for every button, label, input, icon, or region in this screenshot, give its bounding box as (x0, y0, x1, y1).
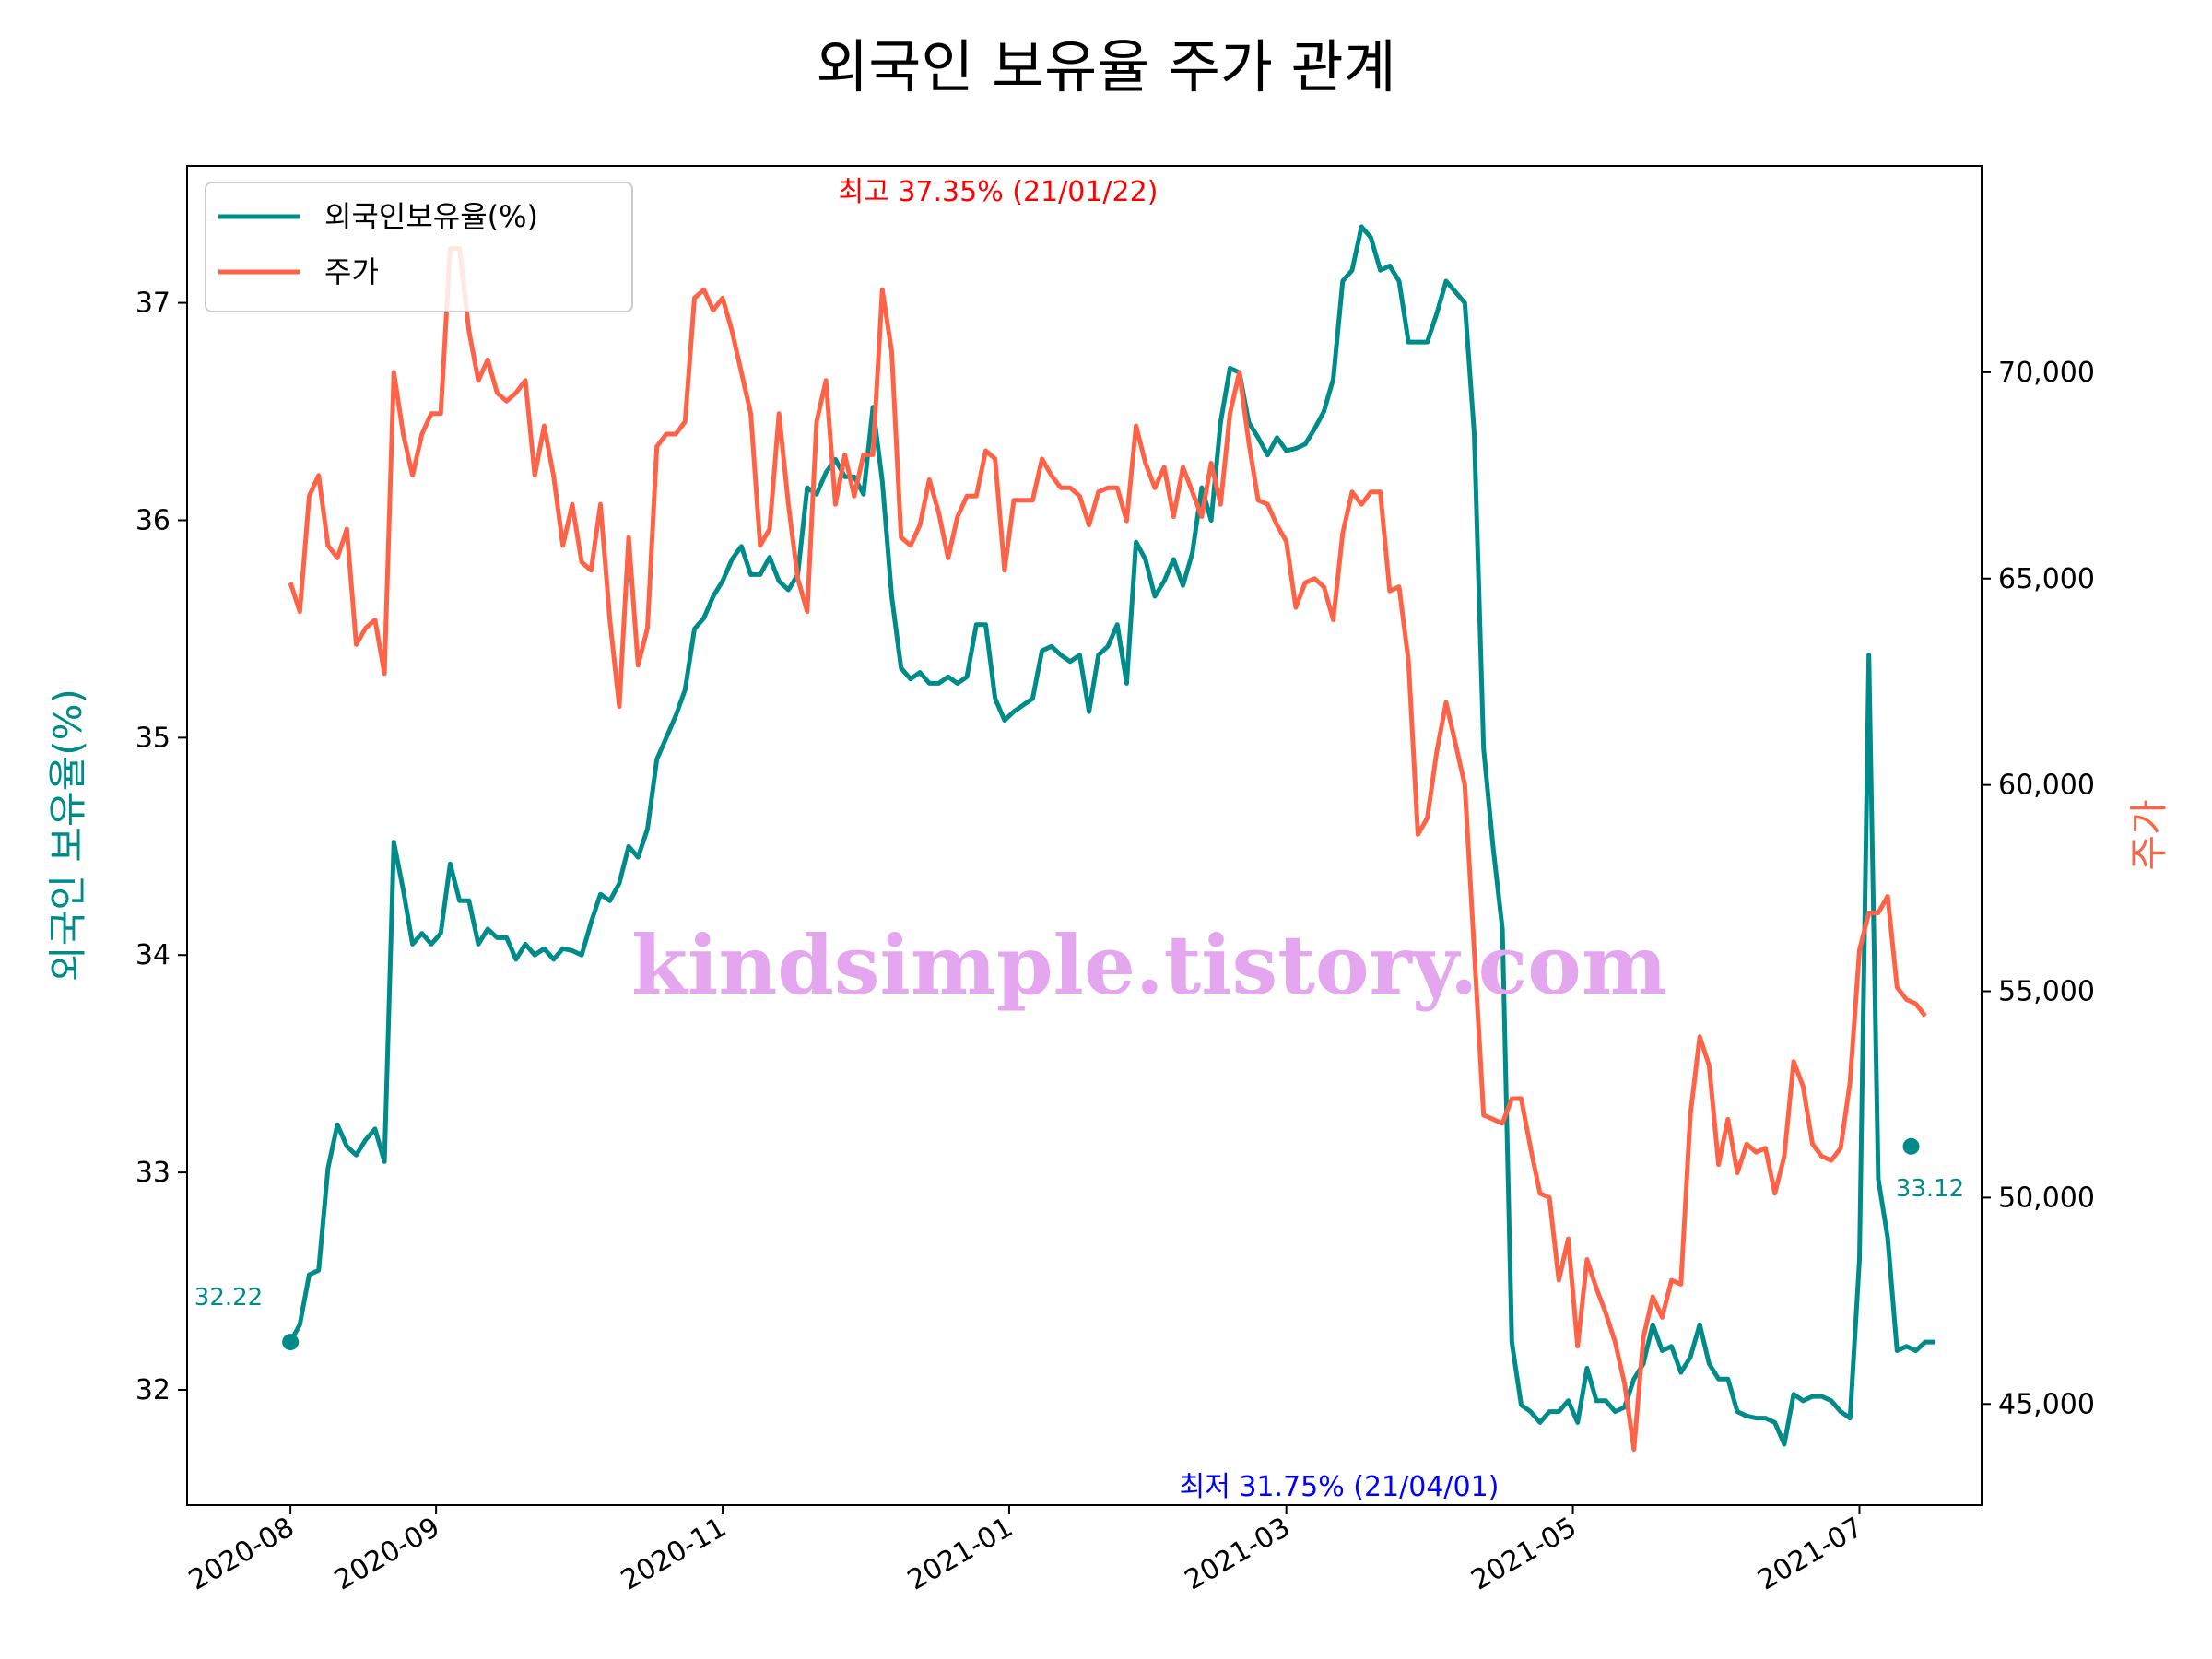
y-right-tick-label: 70,000 (1998, 357, 2095, 389)
series-line-ownership (288, 224, 1935, 1447)
y-axis-left: 32 33 34 35 36 37 (135, 288, 187, 1406)
max-annotation: 최고 37.35% (21/01/22) (839, 176, 1159, 208)
y-right-tick-label: 60,000 (1998, 770, 2095, 802)
end-point-marker (1902, 1137, 1920, 1155)
y-left-tick-label: 36 (135, 504, 171, 536)
x-tick-label: 2021-07 (1752, 1512, 1868, 1597)
legend-label-ownership: 외국인보유율(%) (324, 199, 538, 234)
end-value-label: 33.12 (1896, 1175, 1964, 1203)
y-axis-right: 45,000 50,000 55,000 60,000 65,000 70,000 (1982, 357, 2095, 1420)
x-tick-label: 2020-11 (616, 1512, 732, 1597)
y-left-tick-label: 32 (135, 1374, 171, 1406)
y-left-tick-label: 37 (135, 288, 171, 320)
annotations-layer: 최고 37.35% (21/01/22) 최저 31.75% (21/04/01… (194, 176, 1964, 1503)
start-value-label: 32.22 (194, 1284, 263, 1312)
chart-title: 외국인 보유율 주가 관계 (816, 33, 1396, 100)
y-axis-label-left: 외국인 보유율(%) (45, 688, 90, 982)
y-right-tick-label: 65,000 (1998, 563, 2095, 595)
legend-label-price: 주가 (324, 254, 379, 289)
x-tick-label: 2021-05 (1466, 1512, 1583, 1597)
x-tick-label: 2020-09 (329, 1512, 445, 1597)
x-tick-label: 2021-01 (902, 1512, 1018, 1597)
x-tick-label: 2021-03 (1180, 1512, 1296, 1597)
min-annotation: 최저 31.75% (21/04/01) (1180, 1471, 1500, 1503)
y-left-tick-label: 33 (135, 1157, 171, 1189)
legend: 외국인보유율(%) 주가 (205, 182, 633, 312)
y-left-tick-label: 35 (135, 722, 171, 754)
legend-box (205, 182, 633, 312)
start-point-marker (282, 1334, 300, 1351)
y-right-tick-label: 45,000 (1998, 1388, 2095, 1420)
series-layer (288, 224, 1935, 1453)
series-line-price (288, 246, 1927, 1453)
y-right-tick-label: 50,000 (1998, 1182, 2095, 1214)
plot-frame (186, 165, 1983, 1506)
y-axis-label-right: 주가 (2126, 799, 2171, 870)
y-right-tick-label: 55,000 (1998, 976, 2095, 1008)
y-left-tick-label: 34 (135, 939, 171, 971)
x-tick-label: 2020-08 (183, 1512, 300, 1597)
x-axis: 2020-08 2020-09 2020-11 2021-01 2021-03 2021-… (183, 1505, 1868, 1597)
watermark-text: kindsimple.tistory.com (631, 917, 1667, 1013)
